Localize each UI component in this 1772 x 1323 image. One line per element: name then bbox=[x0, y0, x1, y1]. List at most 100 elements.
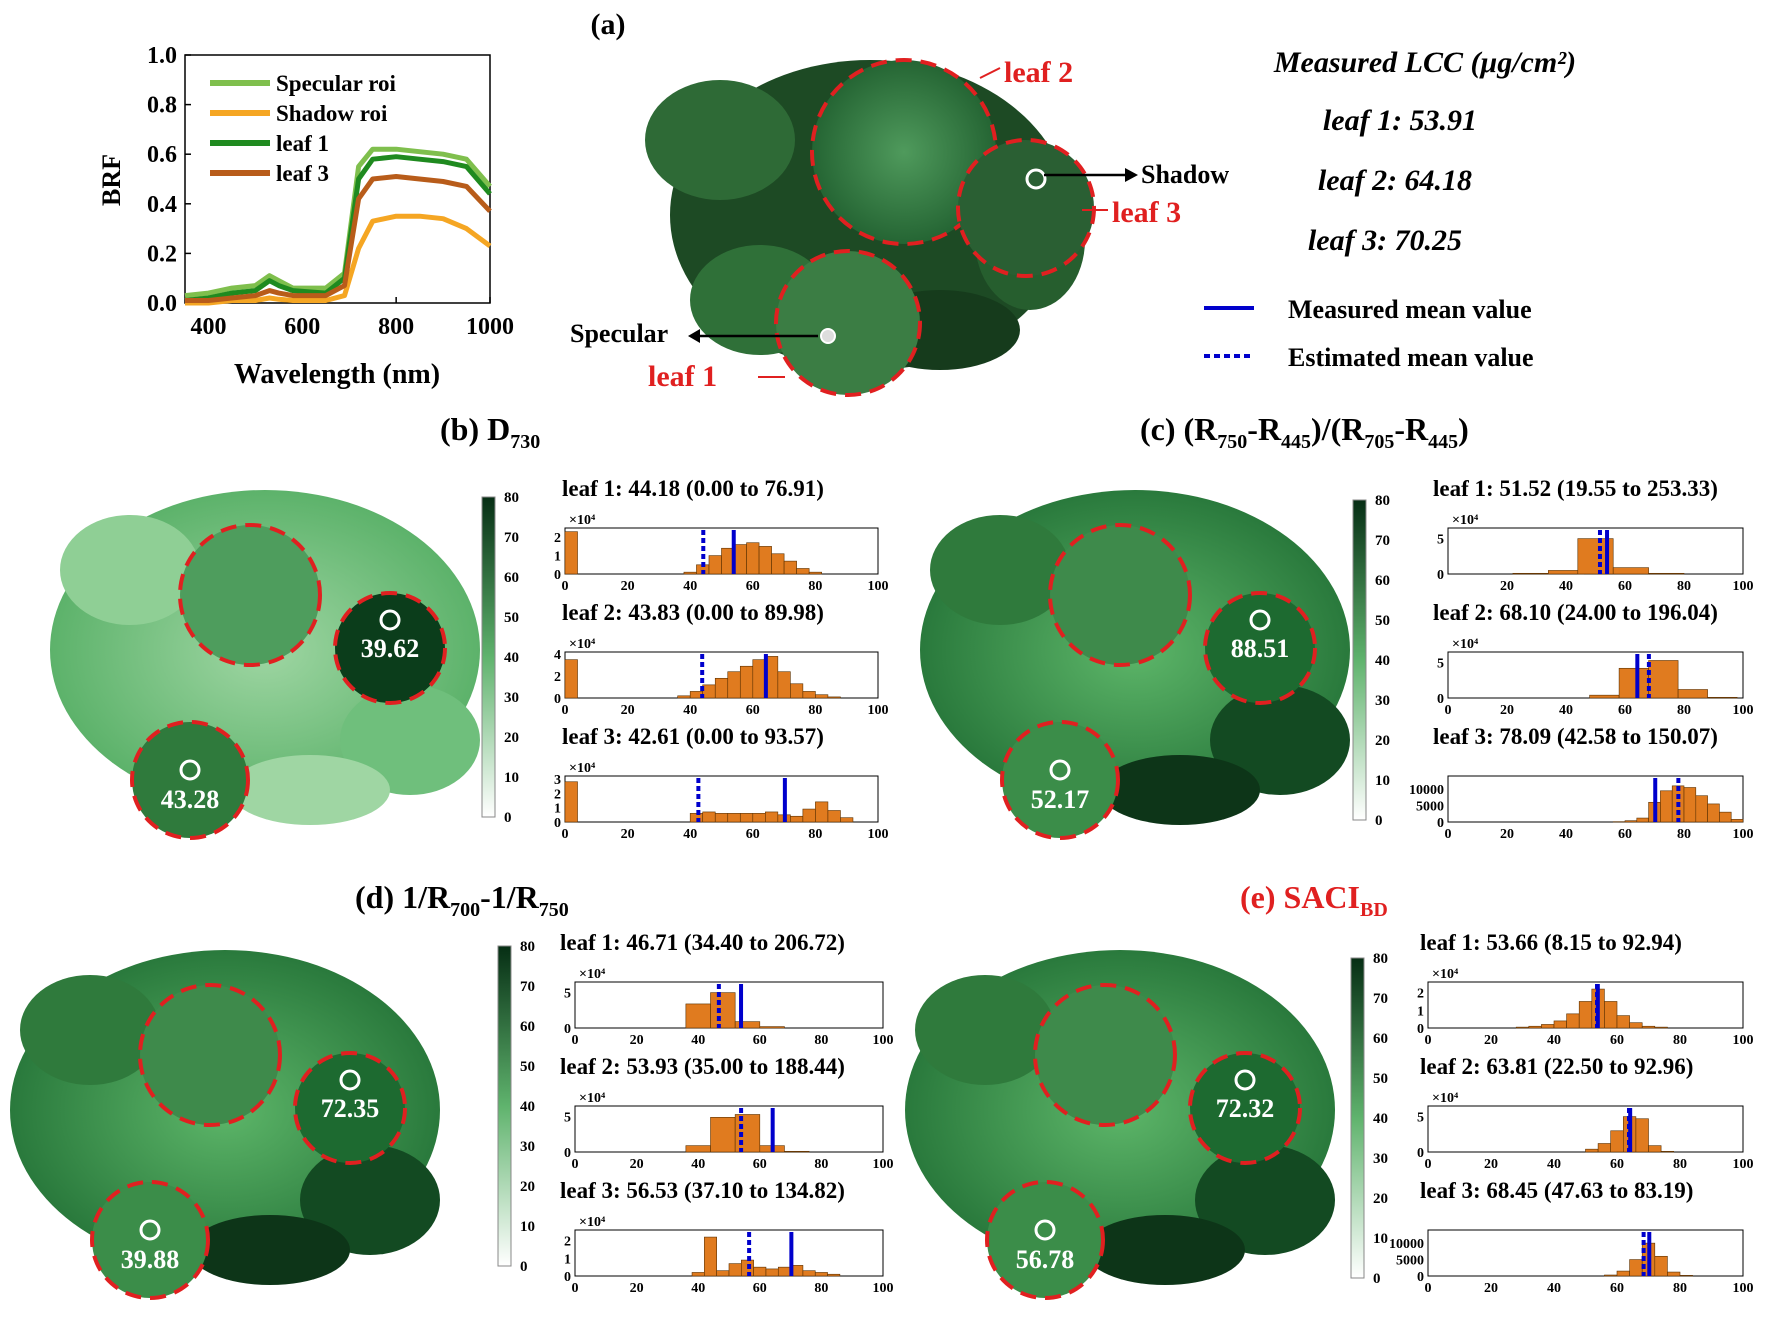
spectrum-line-shadow-roi bbox=[185, 213, 492, 306]
colorbar-tick-label: 0 bbox=[504, 810, 512, 826]
spectrum-line-specular-roi bbox=[184, 146, 492, 299]
histogram-bar bbox=[1679, 1275, 1693, 1277]
histogram-y-tick-label: 3 bbox=[554, 773, 561, 788]
histogram-y-tick-label: 5 bbox=[1437, 533, 1444, 548]
histogram-bar bbox=[1667, 1271, 1681, 1277]
histogram-x-tick-label: 60 bbox=[746, 703, 760, 718]
leaf-3-point-marker bbox=[1234, 1069, 1256, 1091]
colorbar-tick-label: 0 bbox=[520, 1259, 528, 1275]
spectrum-line-leaf-3 bbox=[185, 174, 492, 303]
colorbar-tick-label: 70 bbox=[1373, 991, 1388, 1007]
colorbar-tick-label: 10 bbox=[1375, 773, 1390, 789]
colorbar-tick-label: 10 bbox=[520, 1219, 535, 1235]
histogram-bar bbox=[758, 546, 772, 575]
histogram-bar bbox=[1512, 572, 1549, 575]
histogram-x-tick-label: 20 bbox=[621, 579, 635, 594]
histogram-x-tick-label: 80 bbox=[1677, 579, 1691, 594]
histogram-bar bbox=[704, 1236, 717, 1277]
legend-label: leaf 3 bbox=[276, 161, 329, 186]
shadow-point-marker bbox=[1025, 168, 1047, 190]
histogram-y-exponent: ×10⁴ bbox=[1432, 967, 1459, 982]
histogram-bar bbox=[1597, 1143, 1611, 1153]
leaf-1-roi-value: 56.78 bbox=[1016, 1245, 1075, 1274]
histogram-y-tick-label: 2 bbox=[564, 1235, 571, 1250]
colorbar-tick-label: 80 bbox=[1373, 951, 1388, 967]
histogram-y-exponent: ×10⁴ bbox=[579, 1215, 606, 1230]
histogram-y-tick-label: 1 bbox=[1417, 1004, 1424, 1019]
histogram-y-tick-label: 0 bbox=[554, 816, 561, 831]
histogram-x-tick-label: 60 bbox=[753, 1033, 767, 1048]
histogram-y-tick-label: 0 bbox=[564, 1146, 571, 1161]
histogram-bar bbox=[739, 813, 754, 823]
histogram-y-tick-label: 4 bbox=[554, 648, 561, 663]
histogram-bar bbox=[1654, 1026, 1668, 1029]
histogram-bar bbox=[1629, 1259, 1643, 1277]
panel-b-leaf-3-stats: leaf 3: 42.61 (0.00 to 93.57) bbox=[562, 724, 824, 749]
panel-c-leaf-2-stats: leaf 2: 68.10 (24.00 to 196.04) bbox=[1433, 600, 1718, 625]
histogram-bar bbox=[1677, 689, 1708, 699]
histogram-x-tick-label: 80 bbox=[1677, 827, 1691, 842]
histogram-bar bbox=[783, 560, 797, 575]
leaf-3-roi bbox=[1203, 591, 1317, 705]
histogram-bar bbox=[716, 1270, 730, 1277]
histogram-bar bbox=[1660, 1150, 1674, 1153]
histogram-bar bbox=[1648, 1145, 1662, 1153]
panel-b-colorbar: 0 10 20 30 40 50 60 70 80 bbox=[481, 490, 519, 826]
histogram-x-tick-label: 60 bbox=[1618, 703, 1632, 718]
histogram-bar bbox=[814, 1272, 828, 1277]
histogram-bar bbox=[1578, 1001, 1593, 1029]
panel-d-title: (d) 1/R700-1/R750 bbox=[355, 879, 569, 921]
legend-label: Shadow roi bbox=[276, 101, 388, 126]
histogram-bar bbox=[1707, 803, 1720, 823]
histogram-x-tick-label: 100 bbox=[873, 1281, 894, 1296]
leaf-2-label: leaf 2 bbox=[1004, 56, 1073, 89]
colorbar-tick-label: 20 bbox=[520, 1179, 535, 1195]
panel-b-leaf-2-stats: leaf 2: 43.83 (0.00 to 89.98) bbox=[562, 600, 824, 625]
histogram-x-tick-label: 60 bbox=[1618, 579, 1632, 594]
leaf-1-point-marker bbox=[179, 759, 201, 781]
spectrum-y-tick-label: 0.0 bbox=[147, 291, 177, 317]
leaf-1-point-marker bbox=[1049, 759, 1071, 781]
leaf-2-roi bbox=[178, 523, 322, 667]
colorbar-tick-label: 70 bbox=[520, 979, 535, 995]
histogram-y-tick-label: 0 bbox=[1417, 1146, 1424, 1161]
panel-c-colorbar: 0 10 20 30 40 50 60 70 80 bbox=[1352, 493, 1390, 829]
histogram-y-tick-label: 2 bbox=[554, 670, 561, 685]
histogram-bar bbox=[683, 571, 697, 575]
leaf-1-roi-value: 52.17 bbox=[1031, 785, 1090, 814]
colorbar-tick-label: 10 bbox=[1373, 1231, 1388, 1247]
histogram-bar bbox=[1695, 795, 1708, 823]
histogram-bar bbox=[1707, 696, 1738, 699]
histogram-x-tick-label: 40 bbox=[683, 579, 697, 594]
histogram-x-tick-label: 20 bbox=[621, 703, 635, 718]
panel-c-leaf-3-stats: leaf 3: 78.09 (42.58 to 150.07) bbox=[1433, 724, 1718, 749]
leaf-3-roi-value: 72.32 bbox=[1216, 1094, 1275, 1123]
histogram-bar bbox=[827, 810, 841, 823]
histogram-x-tick-label: 100 bbox=[1733, 827, 1754, 842]
panel-d: (d) 1/R700-1/R75039.8872.350102030405060… bbox=[10, 879, 894, 1300]
histogram-x-tick-label: 80 bbox=[814, 1157, 828, 1172]
histogram-bar bbox=[759, 1026, 785, 1029]
plant-photo-rgb: leaf 2 leaf 3 leaf 1 Shadow Specular bbox=[570, 55, 1229, 397]
lcc-leaf-3: leaf 3: 70.25 bbox=[1308, 224, 1462, 257]
histogram-x-tick-label: 20 bbox=[1484, 1281, 1498, 1296]
histogram-y-tick-label: 5 bbox=[1417, 1111, 1424, 1126]
histogram-bar bbox=[1719, 811, 1732, 823]
histogram-x-tick-label: 100 bbox=[1733, 1281, 1754, 1296]
leaf-1-roi-value: 43.28 bbox=[161, 785, 220, 814]
histogram-bar bbox=[708, 555, 722, 575]
histogram-x-tick-label: 100 bbox=[873, 1157, 894, 1172]
histogram-bar bbox=[1683, 787, 1697, 823]
histogram-y-tick-label: 5 bbox=[564, 1111, 571, 1126]
histogram-bar bbox=[1730, 819, 1744, 823]
specular-point-marker bbox=[820, 328, 836, 344]
panel-e-colorbar: 0 10 20 30 40 50 60 70 80 bbox=[1350, 951, 1388, 1287]
histogram-x-tick-label: 80 bbox=[808, 579, 822, 594]
histogram-y-tick-label: 5000 bbox=[1396, 1254, 1424, 1269]
specular-label: Specular bbox=[570, 319, 668, 348]
colorbar-tick-label: 10 bbox=[504, 770, 519, 786]
histogram-y-exponent: ×10⁴ bbox=[569, 637, 596, 652]
